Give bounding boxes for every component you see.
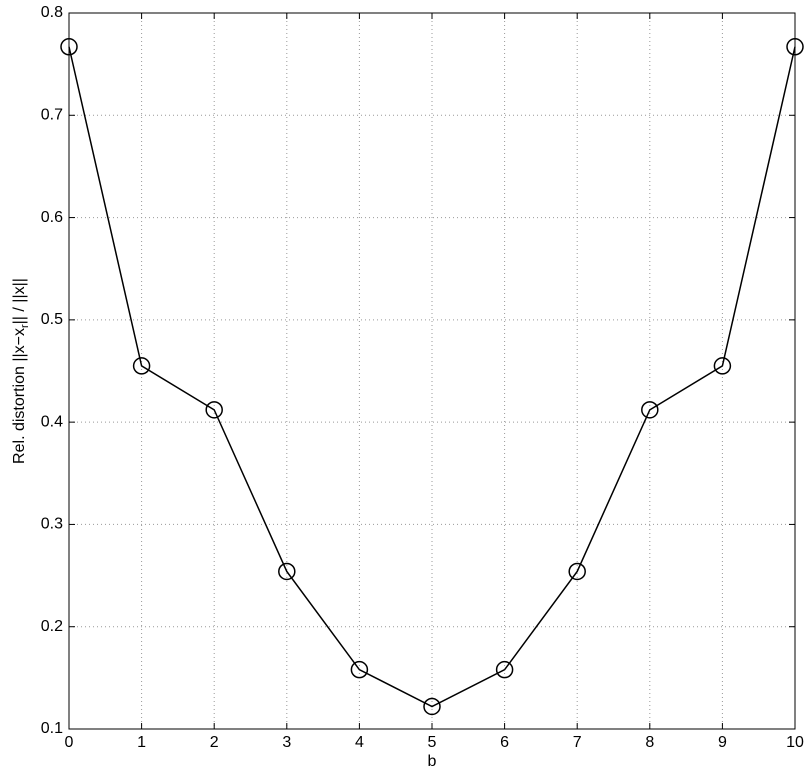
x-tick-label: 1 — [137, 734, 146, 751]
y-tick-label: 0.6 — [41, 209, 63, 226]
x-tick-label: 7 — [573, 734, 582, 751]
y-label-subscript: r — [19, 324, 31, 328]
marker — [495, 660, 514, 679]
x-tick-label: 4 — [355, 734, 364, 751]
y-tick-label: 0.4 — [41, 413, 63, 430]
marker — [132, 357, 151, 375]
y-label-part: || / ||x|| — [11, 278, 28, 324]
x-tick-label: 9 — [718, 734, 727, 751]
y-tick-label: 0.7 — [41, 107, 63, 124]
x-tick-label: 2 — [210, 734, 219, 751]
marker — [786, 38, 804, 56]
plot-frame — [68, 12, 796, 730]
x-tick-label: 6 — [500, 734, 509, 751]
y-tick-label: 0.5 — [41, 311, 63, 328]
y-tick-label: 0.3 — [41, 516, 63, 533]
y-tick-label: 0.1 — [41, 720, 63, 737]
x-axis-label: b — [428, 753, 437, 770]
y-axis-label: Rel. distortion ||x−xr|| / ||x|| — [11, 278, 31, 464]
marker — [60, 38, 78, 56]
x-tick-label: 8 — [645, 734, 654, 751]
y-tick-label: 0.8 — [41, 4, 63, 21]
marker — [713, 357, 732, 375]
y-label-part: Rel. distortion ||x−x — [11, 328, 28, 464]
x-tick-label: 10 — [786, 734, 804, 751]
x-tick-label: 5 — [428, 734, 437, 751]
x-tick-label: 0 — [65, 734, 74, 751]
marker — [423, 697, 441, 716]
marker — [350, 660, 369, 679]
marker — [205, 401, 223, 419]
marker — [278, 562, 296, 581]
series-line — [68, 46, 796, 708]
marker — [568, 562, 586, 581]
marker — [641, 401, 659, 419]
y-tick-label: 0.2 — [41, 618, 63, 635]
x-tick-label: 3 — [282, 734, 291, 751]
